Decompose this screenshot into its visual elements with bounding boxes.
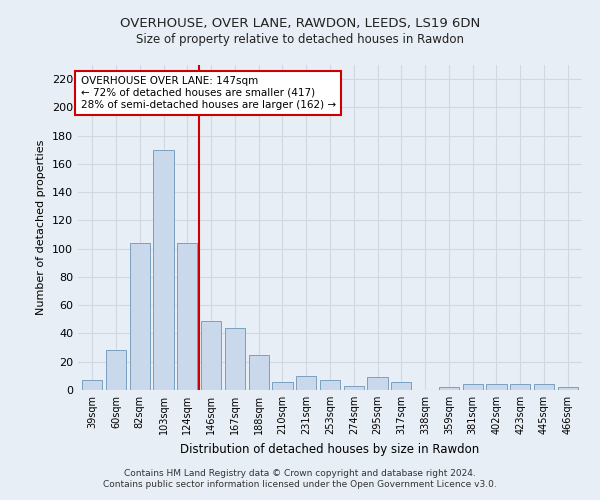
Bar: [439, 387, 459, 390]
Bar: [534, 384, 554, 390]
Bar: [510, 384, 530, 390]
Bar: [177, 243, 197, 390]
Bar: [391, 382, 412, 390]
Text: Contains HM Land Registry data © Crown copyright and database right 2024.: Contains HM Land Registry data © Crown c…: [124, 468, 476, 477]
Bar: [487, 384, 506, 390]
Bar: [344, 386, 364, 390]
Text: OVERHOUSE, OVER LANE, RAWDON, LEEDS, LS19 6DN: OVERHOUSE, OVER LANE, RAWDON, LEEDS, LS1…: [120, 18, 480, 30]
Bar: [557, 387, 578, 390]
X-axis label: Distribution of detached houses by size in Rawdon: Distribution of detached houses by size …: [181, 442, 479, 456]
Text: Contains public sector information licensed under the Open Government Licence v3: Contains public sector information licen…: [103, 480, 497, 489]
Bar: [201, 321, 221, 390]
Bar: [225, 328, 245, 390]
Text: OVERHOUSE OVER LANE: 147sqm
← 72% of detached houses are smaller (417)
28% of se: OVERHOUSE OVER LANE: 147sqm ← 72% of det…: [80, 76, 335, 110]
Bar: [106, 350, 126, 390]
Bar: [248, 354, 269, 390]
Bar: [367, 378, 388, 390]
Bar: [154, 150, 173, 390]
Bar: [272, 382, 293, 390]
Bar: [296, 376, 316, 390]
Text: Size of property relative to detached houses in Rawdon: Size of property relative to detached ho…: [136, 32, 464, 46]
Y-axis label: Number of detached properties: Number of detached properties: [37, 140, 46, 315]
Bar: [82, 380, 103, 390]
Bar: [130, 243, 150, 390]
Bar: [320, 380, 340, 390]
Bar: [463, 384, 483, 390]
